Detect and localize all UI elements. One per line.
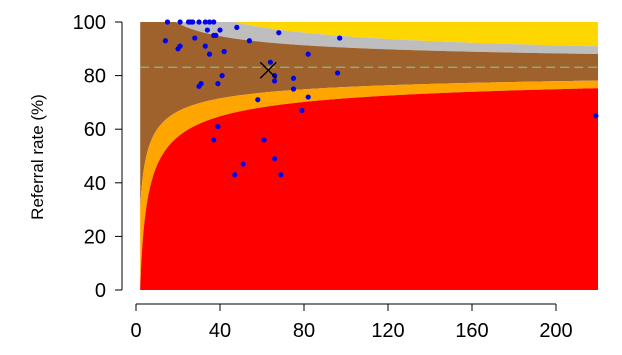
- data-point: [206, 51, 213, 57]
- band-above-outer-limit: [140, 22, 598, 47]
- x-tick-label: 120: [371, 320, 404, 342]
- data-point: [196, 19, 202, 25]
- y-tick-label: 20: [84, 226, 106, 248]
- data-point: [278, 172, 284, 178]
- data-point: [190, 19, 196, 25]
- y-axis-title: Referral rate (%): [28, 94, 47, 220]
- data-point: [290, 75, 297, 81]
- data-point: [234, 24, 240, 30]
- y-tick-label: 100: [73, 12, 106, 34]
- data-point: [204, 27, 210, 33]
- data-point: [221, 48, 227, 55]
- x-tick-label: 200: [539, 320, 572, 342]
- data-point: [232, 172, 238, 178]
- x-tick-label: 40: [209, 320, 231, 342]
- data-point: [261, 137, 267, 143]
- data-point: [217, 27, 223, 33]
- data-point: [290, 86, 297, 92]
- data-point: [177, 43, 183, 49]
- data-point: [267, 59, 273, 65]
- data-point: [202, 19, 208, 25]
- mean-marker-stroke: [259, 61, 277, 79]
- data-point: [162, 38, 168, 44]
- data-point: [164, 19, 171, 25]
- data-point: [215, 81, 221, 87]
- band-below-outer-limit: [140, 88, 598, 290]
- mean-marker-layer: [259, 61, 277, 79]
- data-point: [272, 78, 278, 84]
- y-tick-label: 60: [84, 119, 106, 141]
- y-tick-label: 80: [84, 66, 106, 88]
- data-point: [219, 73, 225, 79]
- data-point: [272, 156, 278, 162]
- data-point: [240, 161, 246, 167]
- data-point: [211, 19, 217, 25]
- x-tick-label: 80: [293, 320, 315, 342]
- control-limit-bands: [140, 22, 598, 290]
- data-point: [213, 32, 219, 39]
- data-point: [299, 107, 305, 114]
- data-point: [215, 123, 221, 130]
- band-within-limits: [140, 22, 598, 207]
- data-point: [335, 70, 341, 76]
- data-point: [177, 19, 183, 25]
- data-point: [192, 35, 198, 41]
- y-tick-label: 0: [95, 280, 106, 302]
- data-point: [255, 97, 261, 103]
- data-points: [162, 19, 599, 178]
- data-point: [337, 35, 343, 41]
- band-upper-warning: [140, 22, 598, 55]
- data-point: [202, 43, 208, 49]
- data-point: [211, 137, 217, 143]
- y-tick-label: 40: [84, 173, 106, 195]
- x-tick-label: 0: [130, 320, 141, 342]
- data-point: [305, 51, 311, 57]
- axes: 0 40 80 120 160 200 0 20 40 60 80 100: [73, 12, 573, 342]
- data-point: [276, 30, 282, 36]
- data-point: [593, 113, 599, 119]
- data-point: [305, 94, 311, 100]
- x-tick-label: 160: [455, 320, 488, 342]
- data-point: [206, 19, 213, 25]
- data-point: [246, 38, 252, 44]
- data-point: [198, 81, 204, 87]
